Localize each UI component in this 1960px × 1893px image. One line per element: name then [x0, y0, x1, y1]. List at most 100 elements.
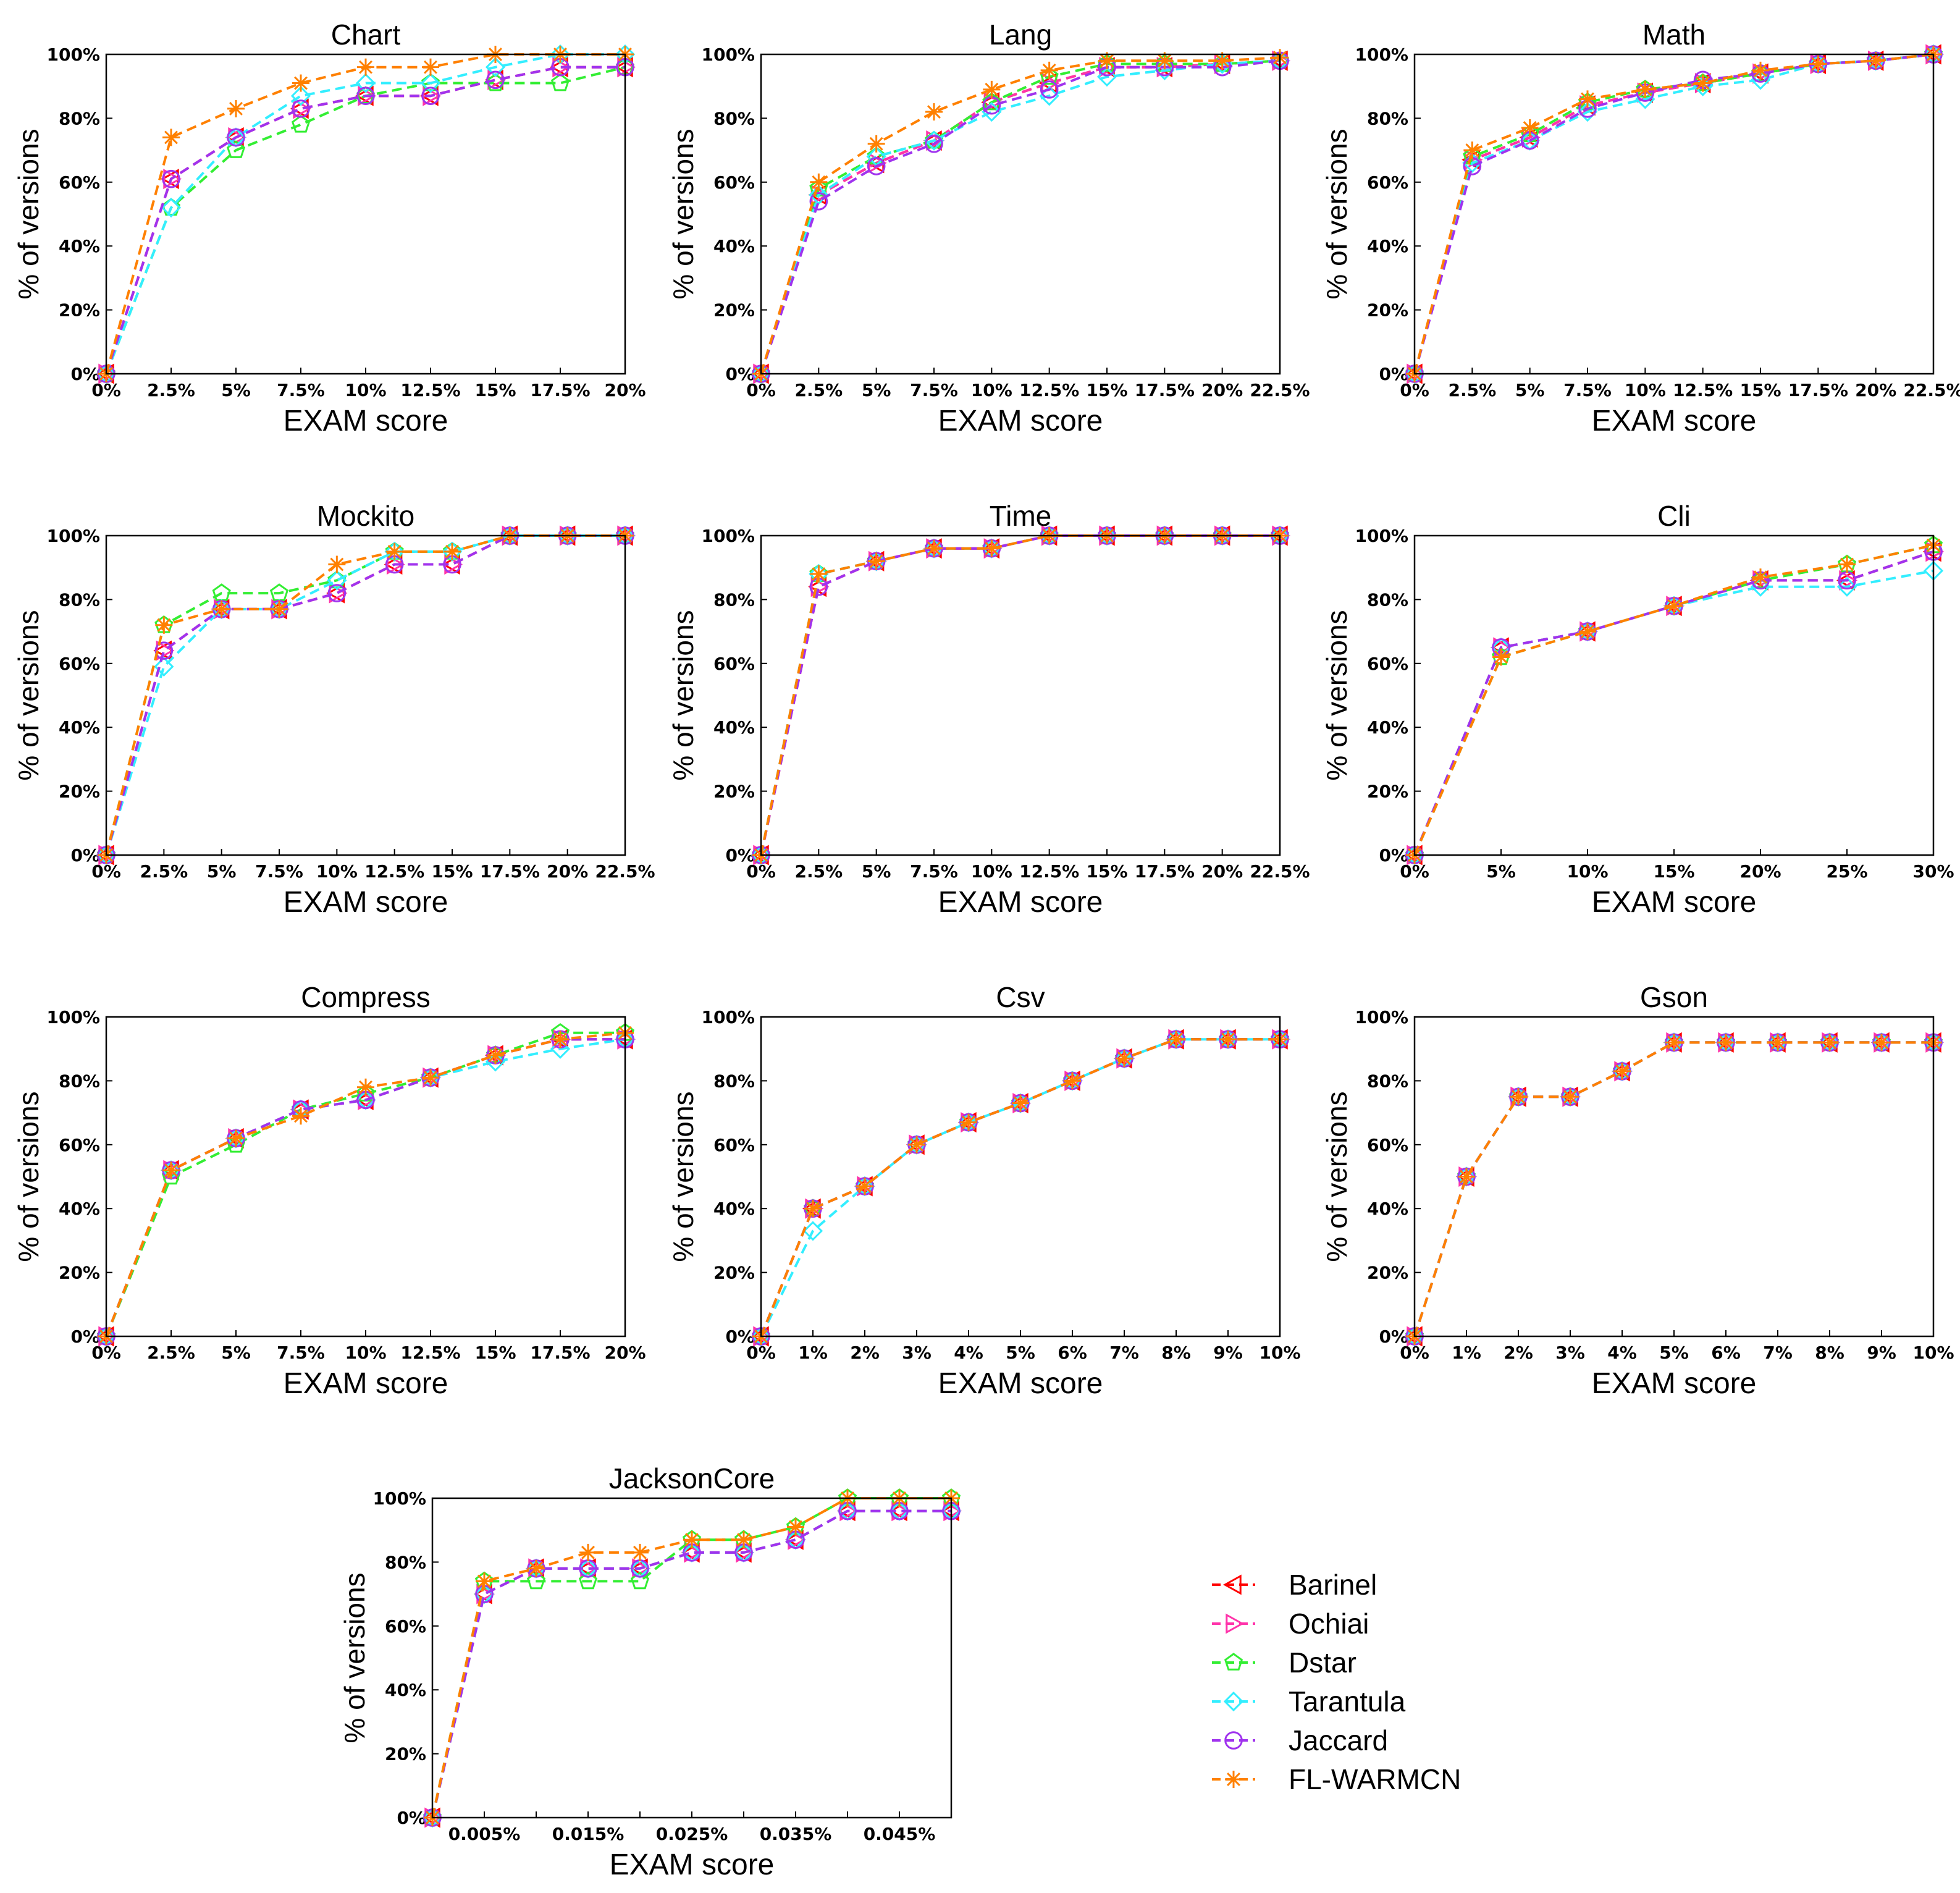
plot-frame	[105, 53, 626, 375]
series-barinel	[750, 525, 1288, 866]
series-line	[1413, 1041, 1933, 1337]
series-line	[760, 1038, 1280, 1337]
series-fl-warmcn	[1406, 1034, 1942, 1345]
y-tick-label: 100%	[701, 1007, 755, 1027]
plot-frame	[1413, 534, 1935, 856]
legend-label: FL-WARMCN	[1289, 1763, 1461, 1795]
legend-item-dstar: Dstar	[1212, 1646, 1356, 1679]
x-tick-label: 15%	[1739, 380, 1781, 400]
y-tick-label: 20%	[59, 1263, 100, 1283]
series-line	[1413, 53, 1934, 374]
y-tick-label: 40%	[713, 1199, 755, 1219]
data-point	[357, 1078, 374, 1096]
x-tick-label: 17.5%	[530, 1343, 590, 1363]
data-point	[960, 1113, 977, 1131]
x-tick-label: 22.5%	[1250, 380, 1310, 400]
series-barinel	[95, 525, 633, 866]
data-point	[787, 1518, 804, 1536]
data-point	[983, 80, 1001, 98]
x-axis-label: EXAM score	[1592, 886, 1757, 919]
data-point	[630, 1571, 650, 1590]
plot-frame	[105, 1016, 626, 1338]
x-tick-label: 8%	[1815, 1343, 1844, 1363]
x-tick-label: 0.005%	[448, 1824, 521, 1844]
x-tick-label: 25%	[1826, 861, 1867, 882]
data-point	[162, 129, 180, 146]
legend-marker	[1224, 1731, 1243, 1750]
legend-item-ochiai: Ochiai	[1212, 1608, 1369, 1640]
plot-frame	[105, 534, 626, 856]
data-point	[154, 656, 174, 677]
data-point	[908, 1136, 925, 1153]
x-tick-label: 2%	[850, 1343, 880, 1363]
series-dstar	[96, 526, 635, 863]
data-point	[867, 552, 885, 570]
x-tick-label: 2.5%	[795, 861, 843, 882]
y-tick-label: 60%	[713, 1135, 755, 1155]
y-tick-label: 100%	[1355, 1007, 1408, 1027]
data-point	[163, 169, 182, 190]
y-tick-label: 100%	[46, 526, 100, 546]
y-tick-label: 60%	[385, 1616, 426, 1637]
y-tick-label: 60%	[713, 654, 755, 674]
y-axis-label: % of versions	[1321, 1091, 1353, 1262]
series-line	[760, 1038, 1280, 1337]
series-fl-warmcn	[1406, 536, 1942, 864]
x-axis-label: EXAM score	[938, 405, 1103, 437]
series-dstar	[96, 1022, 635, 1344]
x-tick-label: 7%	[1763, 1343, 1793, 1363]
x-tick-label: 5%	[1659, 1343, 1689, 1363]
data-point	[552, 1031, 569, 1048]
series-ochiai	[1407, 44, 1945, 384]
data-point	[1836, 576, 1857, 597]
legend-marker	[1223, 1691, 1244, 1712]
x-tick-label: 5%	[221, 380, 251, 400]
data-point	[1636, 80, 1654, 98]
series-tarantula	[751, 525, 1290, 866]
chart-title: Csv	[996, 981, 1045, 1013]
x-tick-label: 2.5%	[147, 1343, 195, 1363]
data-point	[1012, 1094, 1029, 1112]
data-point	[162, 1162, 180, 1179]
series-jaccard	[423, 1501, 961, 1827]
data-point	[810, 173, 828, 191]
y-tick-label: 60%	[1367, 654, 1408, 674]
legend-item-barinel: Barinel	[1212, 1569, 1377, 1601]
x-tick-label: 0.015%	[552, 1824, 625, 1844]
x-tick-label: 9%	[1213, 1343, 1243, 1363]
series-tarantula	[1404, 44, 1944, 384]
x-tick-label: 2.5%	[1449, 380, 1497, 400]
y-tick-label: 0%	[725, 364, 755, 384]
x-tick-label: 10%	[1912, 1343, 1954, 1363]
x-tick-label: 5%	[1006, 1343, 1035, 1363]
plot-frame	[431, 1497, 953, 1819]
data-point	[1665, 1034, 1683, 1052]
x-tick-label: 5%	[221, 1343, 251, 1363]
series-line	[760, 1038, 1280, 1337]
legend-label: Barinel	[1289, 1569, 1377, 1601]
x-tick-label: 12.5%	[1019, 380, 1079, 400]
legend-label: Tarantula	[1289, 1685, 1406, 1718]
y-tick-label: 40%	[59, 717, 100, 738]
legend-marker	[1224, 1653, 1243, 1671]
y-tick-label: 20%	[385, 1744, 426, 1764]
y-tick-label: 40%	[385, 1680, 426, 1700]
x-tick-label: 2%	[1504, 1343, 1533, 1363]
series-line	[760, 59, 1281, 374]
series-fl-warmcn	[752, 527, 1289, 864]
series-line	[105, 534, 625, 856]
x-tick-label: 10%	[1625, 380, 1666, 400]
data-point	[983, 539, 1001, 557]
legend-item-tarantula: Tarantula	[1212, 1685, 1406, 1718]
data-point	[1039, 86, 1059, 106]
series-fl-warmcn	[98, 1024, 634, 1345]
x-tick-label: 22.5%	[1903, 380, 1960, 400]
y-tick-label: 60%	[713, 172, 755, 193]
x-tick-label: 10%	[345, 1343, 386, 1363]
x-tick-label: 17.5%	[1135, 861, 1195, 882]
x-axis-label: EXAM score	[284, 1367, 448, 1400]
x-tick-label: 0.025%	[656, 1824, 728, 1844]
data-point	[422, 58, 439, 76]
